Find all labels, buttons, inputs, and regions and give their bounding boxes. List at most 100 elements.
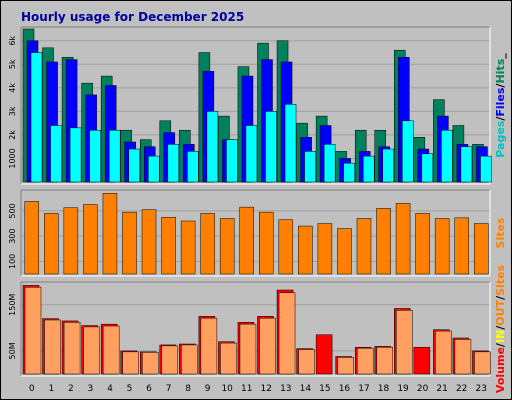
y-tick-label: 500 [8, 203, 17, 218]
bar-out-23 [474, 351, 491, 375]
x-tick-label: 4 [107, 384, 113, 394]
bar-out-18 [376, 346, 393, 375]
x-tick-label: 3 [88, 384, 94, 394]
x-tick-label: 18 [378, 384, 390, 394]
bar-pages-20 [421, 153, 434, 183]
side-label-segment: Hits [494, 58, 507, 83]
bar-sites-19 [395, 203, 411, 275]
x-tick-label: 13 [280, 384, 291, 394]
x-tick-label: 11 [241, 384, 252, 394]
x-tick-label: 7 [166, 384, 172, 394]
x-tick-label: 6 [146, 384, 152, 394]
y-tick-label: 100 [8, 254, 17, 269]
bar-sites-1 [44, 213, 59, 275]
bar-sites-16 [337, 228, 352, 275]
bar-pages-15 [323, 144, 336, 183]
y-tick-label: 1000 [8, 148, 17, 168]
bar-sites-3 [83, 204, 98, 275]
bar-pages-8 [187, 151, 199, 183]
bar-out-19 [396, 310, 413, 375]
bar-out-12 [259, 317, 276, 375]
bar-sites-8 [180, 220, 196, 275]
side-label-segment: IN [494, 330, 507, 343]
bar-sites-5 [122, 211, 137, 275]
side-label-segment: / [494, 325, 507, 330]
bar-sites-0 [24, 201, 40, 275]
bar-out-11 [239, 323, 257, 375]
bar-pages-7 [167, 144, 180, 183]
bar-out-22 [454, 339, 472, 375]
side-label-segment: Sites [494, 217, 507, 248]
bar-sites-21 [434, 218, 450, 275]
bar-out-16 [337, 357, 354, 375]
panel-side-label: Volume/IN/OUT/Sites [494, 264, 507, 393]
bar-pages-3 [89, 129, 101, 183]
y-tick-label: 6k [8, 36, 17, 46]
bar-pages-0 [30, 52, 43, 183]
bar-out-6 [142, 352, 159, 375]
bar-pages-16 [343, 162, 355, 183]
x-tick-label: 1 [48, 384, 54, 394]
bar-pages-9 [206, 111, 219, 183]
bar-sites-18 [376, 208, 391, 275]
x-tick-label: 19 [397, 384, 409, 394]
bar-pages-18 [382, 148, 394, 183]
bar-out-1 [44, 319, 61, 375]
bar-pages-17 [362, 155, 375, 183]
x-tick-label: 14 [300, 384, 312, 394]
bar-sites-6 [141, 209, 157, 275]
bar-sites-10 [219, 218, 235, 275]
bar-out-2 [63, 322, 81, 375]
side-label-segment: / [494, 295, 507, 300]
bar-pages-5 [128, 148, 140, 183]
side-label-segment: Sites [494, 264, 507, 295]
bar-pages-4 [108, 129, 121, 183]
bar-out-13 [278, 292, 296, 375]
bar-pages-12 [265, 111, 277, 183]
y-tick-label: 3k [8, 106, 17, 116]
bar-sites-20 [415, 213, 430, 275]
bar-sites-22 [454, 217, 469, 275]
x-tick-label: 15 [319, 384, 330, 394]
side-label-segment: / [494, 116, 507, 121]
x-tick-label: 20 [417, 384, 429, 394]
panel-side-label: Pages/Files/Hits_ [494, 53, 507, 158]
bar-sites-15 [317, 223, 333, 275]
bar-pages-6 [148, 155, 160, 183]
side-label-segment: _ [494, 53, 507, 59]
bar-pages-14 [304, 151, 316, 183]
bar-sites-4 [102, 193, 118, 275]
chart-panels: 10002k3k4k5k6kPages/Files/Hits_100300500… [8, 26, 507, 393]
bar-out-0 [24, 286, 42, 375]
x-tick-label: 8 [185, 384, 191, 394]
x-tick-label: 21 [436, 384, 447, 394]
panel-volume: 50M 150M Volume/IN/OUT/Sites [8, 264, 507, 393]
bar-out-17 [356, 347, 374, 375]
bar-volume-20 [413, 346, 431, 375]
bar-pages-13 [284, 104, 297, 183]
bar-out-4 [102, 325, 120, 375]
x-tick-label: 5 [127, 384, 133, 394]
y-tick-label: 5k [8, 59, 17, 69]
x-tick-label: 16 [339, 384, 351, 394]
y-tick-label: 300 [8, 229, 17, 244]
bar-out-8 [181, 344, 198, 375]
side-label-segment: Files [494, 87, 507, 117]
y-tick-label: 50M [8, 342, 17, 359]
bar-pages-1 [50, 125, 62, 183]
bar-out-5 [122, 351, 139, 375]
bar-sites-9 [200, 213, 215, 275]
panel-side-label: Sites [494, 217, 507, 248]
bar-sites-23 [473, 223, 489, 275]
x-tick-label: 17 [358, 384, 369, 394]
y-tick-label: 150M [8, 294, 17, 316]
bar-sites-12 [259, 211, 274, 275]
bar-volume-15 [315, 334, 333, 375]
bar-pages-2 [69, 127, 82, 183]
bar-pages-21 [441, 129, 453, 183]
bar-out-10 [220, 342, 237, 375]
x-tick-label: 2 [68, 384, 74, 394]
bar-sites-2 [63, 207, 79, 275]
